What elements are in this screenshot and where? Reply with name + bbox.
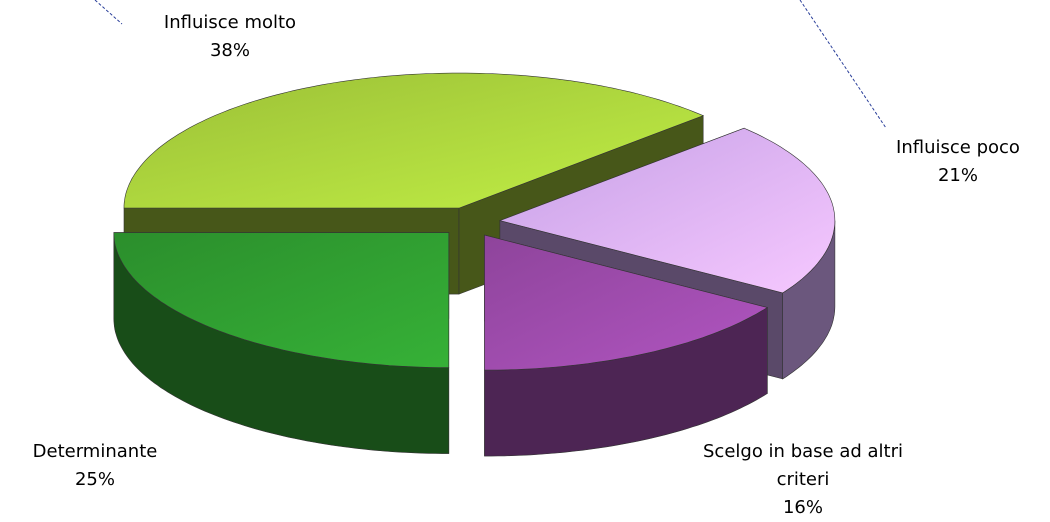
category-label: Determinante bbox=[32, 441, 158, 462]
value-label: 38% bbox=[209, 40, 250, 61]
slice-top bbox=[498, 127, 836, 294]
category-label: Scelgo in base ad altri criteri bbox=[703, 441, 903, 490]
slice-top bbox=[484, 234, 769, 371]
slice bbox=[484, 234, 769, 457]
leader-line bbox=[94, 0, 123, 25]
leader-line bbox=[799, 0, 887, 129]
slice-label: Influisce molto 38% bbox=[110, 9, 350, 65]
value-label: 21% bbox=[937, 165, 978, 186]
slice-label: Scelgo in base ad altri criteri 16% bbox=[693, 438, 913, 522]
slice-top bbox=[113, 232, 450, 368]
category-label: Influisce molto bbox=[163, 12, 297, 33]
value-label: 16% bbox=[782, 497, 823, 518]
slice-top bbox=[123, 72, 705, 209]
slices bbox=[113, 72, 836, 457]
category-label: Influisce poco bbox=[896, 137, 1020, 158]
slice bbox=[113, 232, 450, 454]
value-label: 25% bbox=[74, 469, 115, 490]
slice-label: Influisce poco 21% bbox=[858, 134, 1050, 190]
slice-label: Determinante 25% bbox=[0, 438, 190, 494]
